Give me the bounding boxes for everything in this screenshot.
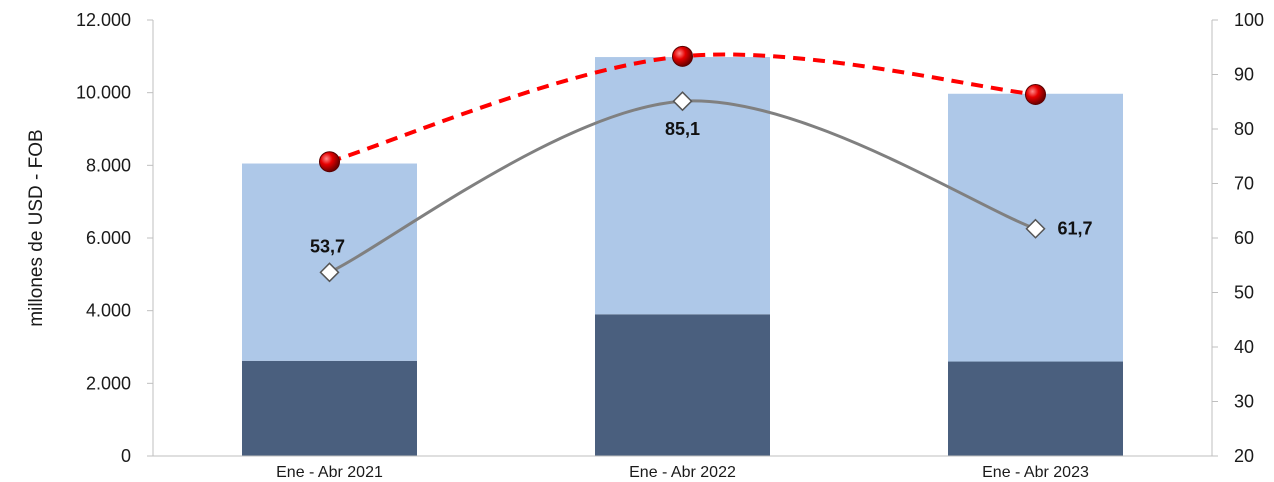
y-right-tick-label: 20 (1234, 446, 1254, 466)
diamond-marker (319, 262, 340, 283)
y-right-tick-label: 50 (1234, 283, 1254, 303)
data-label: 61,7 (1058, 219, 1093, 239)
axes-layer: 0 2.000 4.000 6.000 8.000 10.000 12.000 20 30 40 5… (26, 10, 1264, 481)
y-right-tick-label: 100 (1234, 10, 1264, 30)
red-sphere-marker (672, 45, 693, 67)
bar-top-1 (242, 163, 417, 361)
red-sphere-marker (1025, 83, 1046, 105)
data-label: 85,1 (665, 119, 700, 139)
y-axis-title: millones de USD - FOB (26, 129, 47, 326)
x-tick-label: Ene - Abr 2023 (982, 464, 1089, 481)
y-right-tick-label: 30 (1234, 392, 1254, 412)
red-sphere-marker (319, 151, 340, 173)
y-right-tick-label: 70 (1234, 174, 1254, 194)
y-left-tick-label: 2.000 (86, 373, 131, 393)
y-right-tick-label: 40 (1234, 337, 1254, 357)
y-right-tick-label: 60 (1234, 228, 1254, 248)
y-left-tick-label: 8.000 (86, 155, 131, 175)
diamond-marker (1025, 218, 1046, 239)
y-right-tick-label: 80 (1234, 119, 1254, 139)
y-left-tick-label: 0 (121, 446, 131, 466)
y-left-tick-label: 10.000 (76, 83, 131, 103)
bar-bottom-3 (948, 361, 1123, 456)
y-left-tick-label: 12.000 (76, 10, 131, 30)
x-tick-label: Ene - Abr 2022 (629, 464, 736, 481)
markers-layer (319, 45, 1046, 283)
bar-bottom-1 (242, 360, 417, 456)
y-right-tick-label: 90 (1234, 65, 1254, 85)
bar-bottom-2 (595, 314, 770, 456)
labels-layer: 53,7 85,1 61,7 (310, 119, 1093, 256)
y-left-tick-label: 4.000 (86, 301, 131, 321)
bars-layer (242, 57, 1123, 456)
y-left-tick-label: 6.000 (86, 228, 131, 248)
diamond-marker (672, 91, 693, 112)
x-tick-label: Ene - Abr 2021 (276, 464, 383, 481)
data-label: 53,7 (310, 236, 345, 256)
